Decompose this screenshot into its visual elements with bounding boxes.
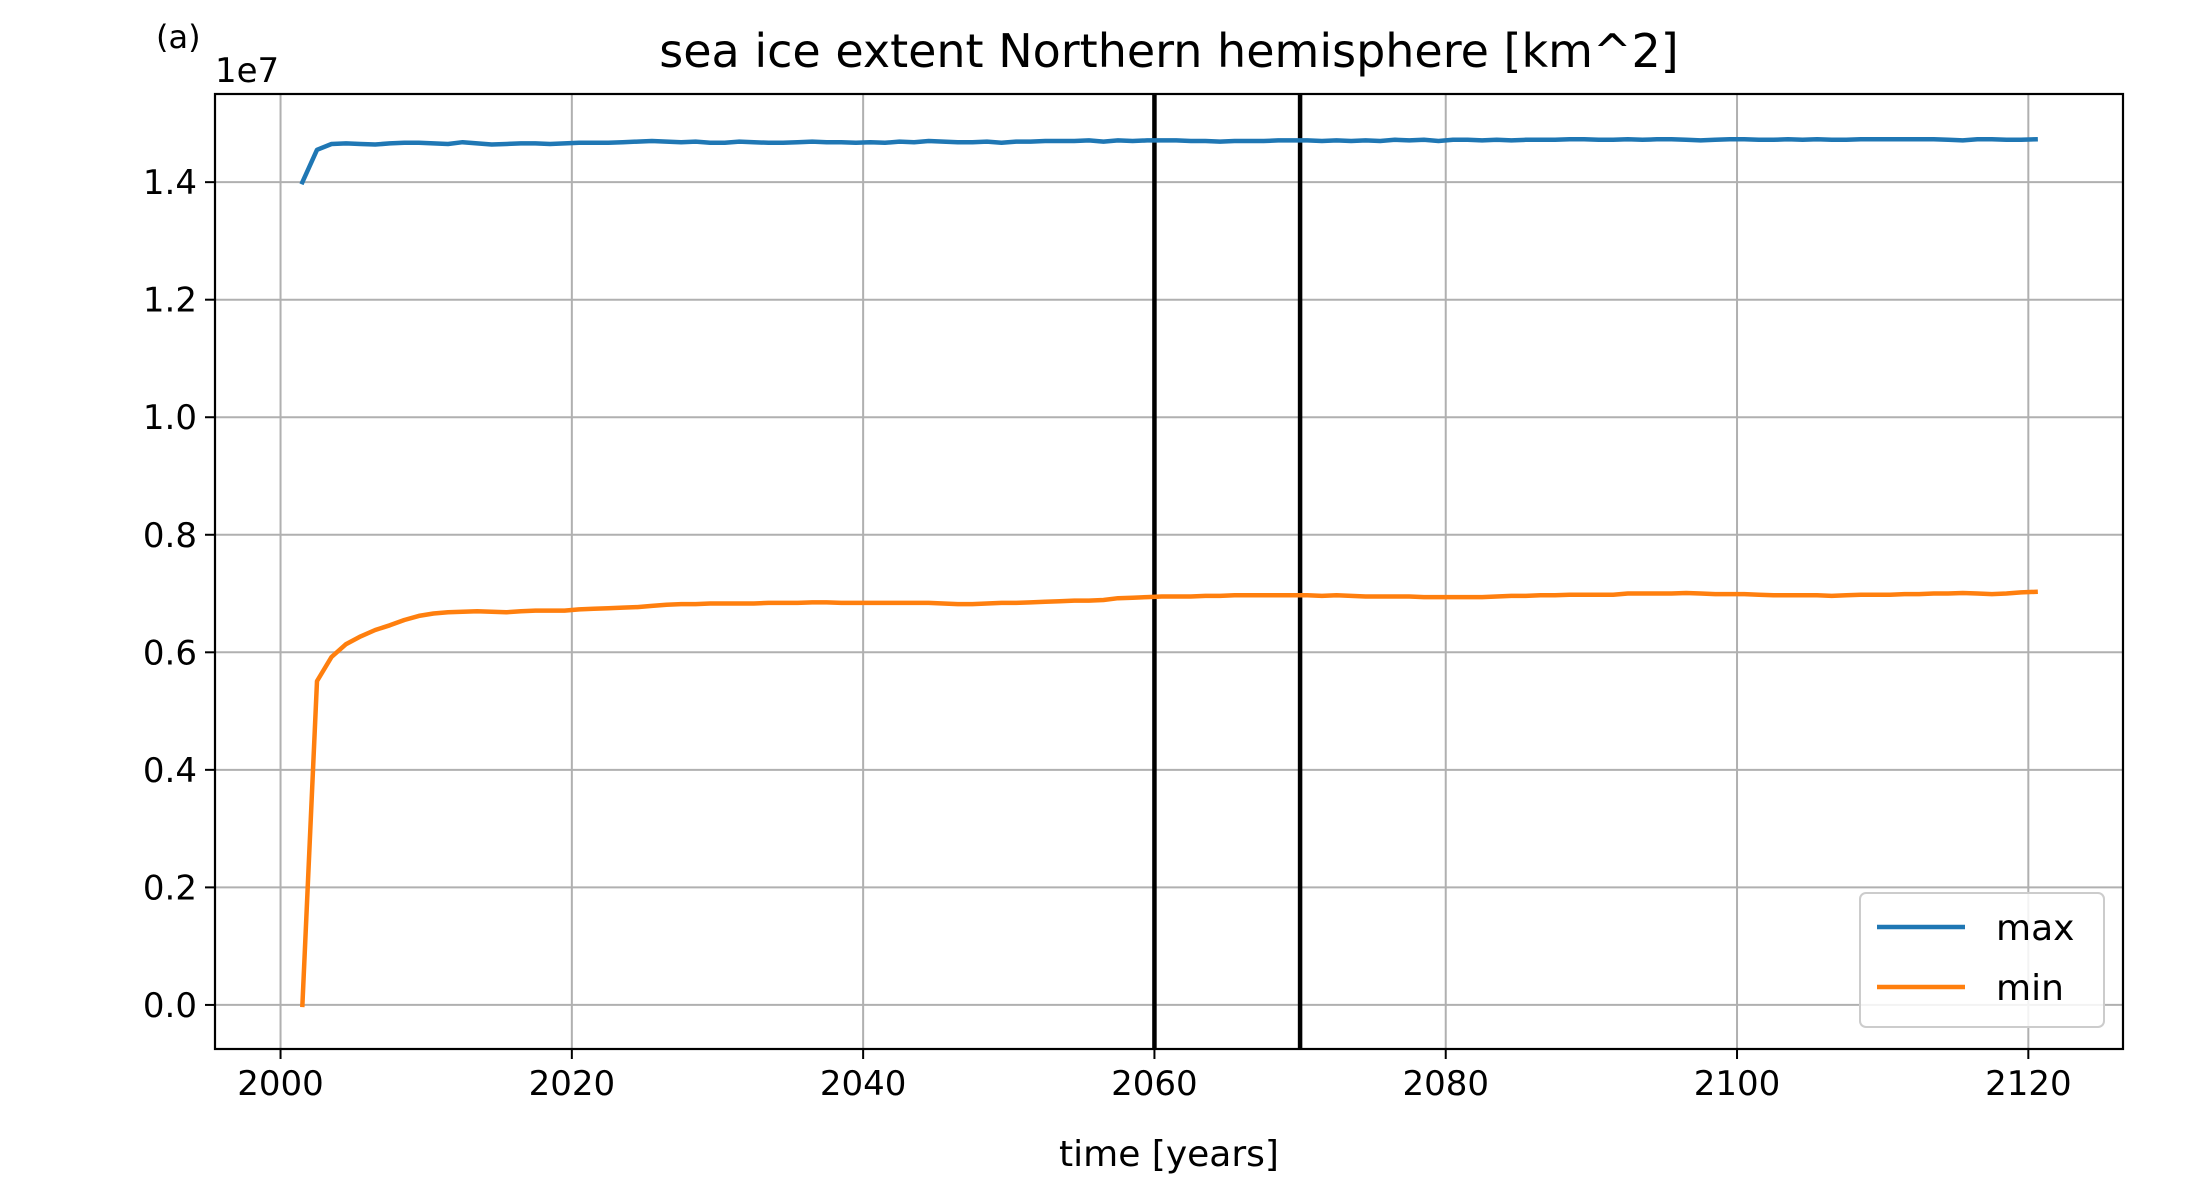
legend: max min bbox=[1859, 892, 2105, 1028]
series-line-max bbox=[299, 136, 2038, 186]
series-line-min bbox=[300, 589, 2038, 1008]
y-tick-label: 0.6 bbox=[143, 633, 197, 673]
x-tick-label: 2040 bbox=[820, 1064, 907, 1104]
legend-label-max: max bbox=[1996, 908, 2074, 949]
plot-background bbox=[215, 94, 2123, 1049]
y-tick-label: 1.4 bbox=[143, 163, 197, 203]
x-axis-label: time [years] bbox=[1059, 1134, 1279, 1175]
x-tick-label: 2080 bbox=[1402, 1064, 1489, 1104]
vertical-markers bbox=[1152, 94, 1303, 1049]
x-tick-label: 2060 bbox=[1111, 1064, 1198, 1104]
x-tick-label: 2020 bbox=[529, 1064, 616, 1104]
x-tick-label: 2000 bbox=[237, 1064, 324, 1104]
y-axis-ticks: 0.0 0.2 0.4 0.6 0.8 1.0 1.2 1.4 bbox=[143, 163, 215, 1026]
y-tick-label: 0.8 bbox=[143, 516, 197, 556]
y-offset-text: 1e7 bbox=[215, 51, 279, 91]
y-tick-label: 0.2 bbox=[143, 868, 197, 908]
y-tick-label: 1.0 bbox=[143, 398, 197, 438]
series-lines bbox=[299, 136, 2038, 1008]
legend-label-min: min bbox=[1996, 968, 2064, 1009]
y-tick-label: 0.0 bbox=[143, 986, 197, 1026]
chart-title: sea ice extent Northern hemisphere [km^2… bbox=[659, 24, 1678, 78]
x-axis-ticks: 2000 2020 2040 2060 2080 2100 2120 bbox=[237, 1049, 2072, 1104]
y-tick-label: 0.4 bbox=[143, 751, 197, 791]
y-tick-label: 1.2 bbox=[143, 281, 197, 321]
x-tick-label: 2100 bbox=[1694, 1064, 1781, 1104]
panel-label: (a) bbox=[156, 18, 201, 56]
plot-frame bbox=[213, 92, 2125, 1051]
x-tick-label: 2120 bbox=[1985, 1064, 2072, 1104]
y-gridlines bbox=[215, 181, 2123, 1006]
